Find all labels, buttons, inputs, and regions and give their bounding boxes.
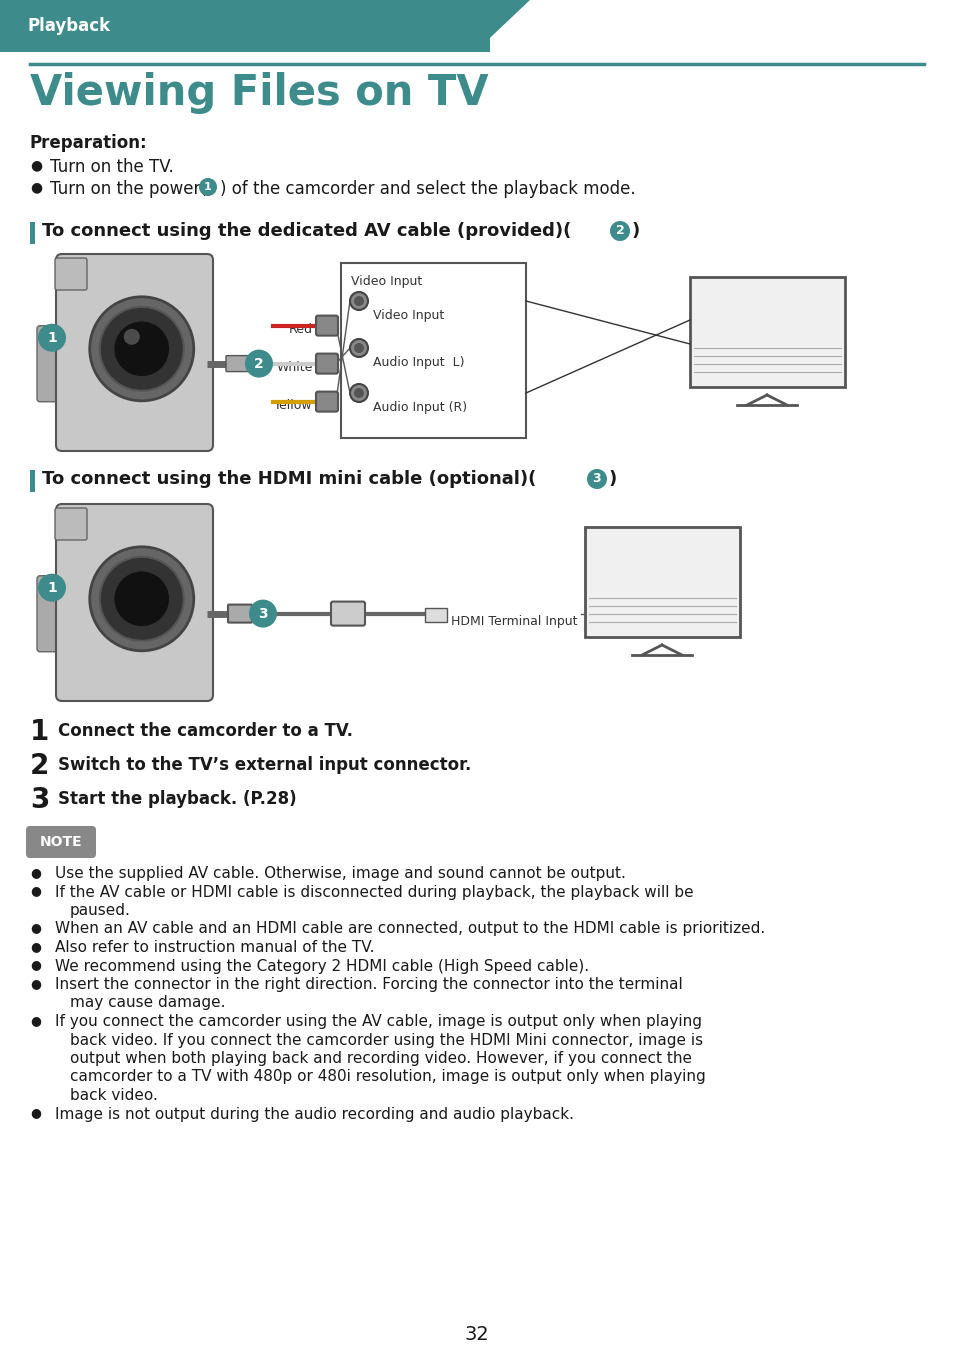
Bar [490,0,953,51]
Text: ●: ● [30,867,41,879]
Text: ●: ● [30,1106,41,1120]
Circle shape [586,468,606,489]
Text: Insert the connector in the right direction. Forcing the connector into the term: Insert the connector in the right direct… [55,978,682,992]
Text: Video Input: Video Input [351,275,422,288]
Text: ●: ● [30,158,42,172]
Text: Turn on the TV.: Turn on the TV. [50,158,173,176]
Circle shape [350,385,368,402]
Circle shape [90,547,193,651]
Circle shape [38,574,66,601]
FancyBboxPatch shape [55,508,87,540]
Circle shape [249,600,276,628]
Circle shape [100,307,184,391]
FancyBboxPatch shape [226,356,248,371]
Circle shape [354,389,364,398]
Text: HDMI Terminal Input: HDMI Terminal Input [451,615,577,628]
Circle shape [350,292,368,310]
Text: Audio Input  L): Audio Input L) [373,356,464,370]
Text: Turn on the power(: Turn on the power( [50,180,207,198]
Text: ): ) [631,222,639,240]
Polygon shape [0,0,530,51]
Text: 2: 2 [30,751,50,780]
FancyBboxPatch shape [331,601,365,626]
Text: may cause damage.: may cause damage. [70,995,225,1010]
Text: ●: ● [30,180,42,194]
Bar [30,470,35,492]
Circle shape [90,297,193,401]
Text: We recommend using the Category 2 HDMI cable (High Speed cable).: We recommend using the Category 2 HDMI c… [55,959,589,974]
Text: back video. If you connect the camcorder using the HDMI Mini connector, image is: back video. If you connect the camcorder… [70,1033,702,1048]
Text: To connect using the dedicated AV cable (provided)(: To connect using the dedicated AV cable … [42,222,571,240]
Text: Connect the camcorder to a TV.: Connect the camcorder to a TV. [58,722,353,741]
Text: Playback: Playback [28,18,111,35]
FancyBboxPatch shape [56,504,213,701]
Text: back video.: back video. [70,1089,157,1104]
Bar [0,0,953,51]
Text: paused.: paused. [70,903,131,918]
Circle shape [199,177,216,196]
Text: Preparation:: Preparation: [30,134,148,152]
Text: 32: 32 [464,1326,489,1345]
FancyBboxPatch shape [315,391,337,412]
Text: Use the supplied AV cable. Otherwise, image and sound cannot be output.: Use the supplied AV cable. Otherwise, im… [55,867,625,881]
Text: If you connect the camcorder using the AV cable, image is output only when playi: If you connect the camcorder using the A… [55,1014,701,1029]
Text: ●: ● [30,978,41,990]
Text: ●: ● [30,884,41,898]
FancyBboxPatch shape [55,259,87,290]
FancyBboxPatch shape [26,826,96,858]
Circle shape [245,349,273,378]
Text: ●: ● [30,959,41,972]
FancyBboxPatch shape [56,255,213,451]
Text: ●: ● [30,940,41,953]
Text: White: White [276,360,313,374]
Bar [30,222,35,244]
Text: Red: Red [289,322,313,336]
Circle shape [100,556,184,640]
Circle shape [609,221,629,241]
Text: ●: ● [30,1014,41,1026]
FancyBboxPatch shape [228,605,252,623]
Text: 1: 1 [204,181,212,192]
FancyBboxPatch shape [315,353,337,374]
Text: 2: 2 [253,356,264,371]
FancyBboxPatch shape [37,575,67,651]
Text: 1: 1 [47,330,57,345]
Text: 1: 1 [30,718,50,746]
Text: 3: 3 [258,607,268,620]
Bar [584,527,740,636]
Text: output when both playing back and recording video. However, if you connect the: output when both playing back and record… [70,1051,691,1066]
Text: Also refer to instruction manual of the TV.: Also refer to instruction manual of the … [55,940,375,955]
Text: camcorder to a TV with 480p or 480i resolution, image is output only when playin: camcorder to a TV with 480p or 480i reso… [70,1070,705,1085]
Text: Start the playback. (P.28): Start the playback. (P.28) [58,789,296,808]
Text: Image is not output during the audio recording and audio playback.: Image is not output during the audio rec… [55,1106,574,1121]
Text: 2: 2 [615,225,623,237]
Bar [689,278,844,387]
Text: Yellow: Yellow [274,398,313,412]
Text: When an AV cable and an HDMI cable are connected, output to the HDMI cable is pr: When an AV cable and an HDMI cable are c… [55,922,764,937]
Text: Switch to the TV’s external input connector.: Switch to the TV’s external input connec… [58,756,471,774]
Circle shape [354,297,364,306]
Circle shape [354,343,364,353]
Bar [340,263,525,437]
Text: ) of the camcorder and select the playback mode.: ) of the camcorder and select the playba… [220,180,635,198]
Text: 3: 3 [30,787,50,814]
Text: Video Input: Video Input [373,309,444,322]
Circle shape [113,571,170,627]
Text: ): ) [608,470,617,487]
Circle shape [350,338,368,357]
Text: If the AV cable or HDMI cable is disconnected during playback, the playback will: If the AV cable or HDMI cable is disconn… [55,884,693,899]
Text: 1: 1 [47,581,57,594]
Text: Viewing Files on TV: Viewing Files on TV [30,72,488,114]
Text: ●: ● [30,922,41,934]
FancyBboxPatch shape [315,315,337,336]
Bar [424,608,447,621]
Text: To connect using the HDMI mini cable (optional)(: To connect using the HDMI mini cable (op… [42,470,536,487]
Text: 3: 3 [592,473,600,486]
Text: NOTE: NOTE [40,835,82,849]
Circle shape [124,329,139,345]
Text: Audio Input (R): Audio Input (R) [373,401,467,414]
FancyBboxPatch shape [37,326,67,402]
Circle shape [113,321,170,376]
Circle shape [38,324,66,352]
